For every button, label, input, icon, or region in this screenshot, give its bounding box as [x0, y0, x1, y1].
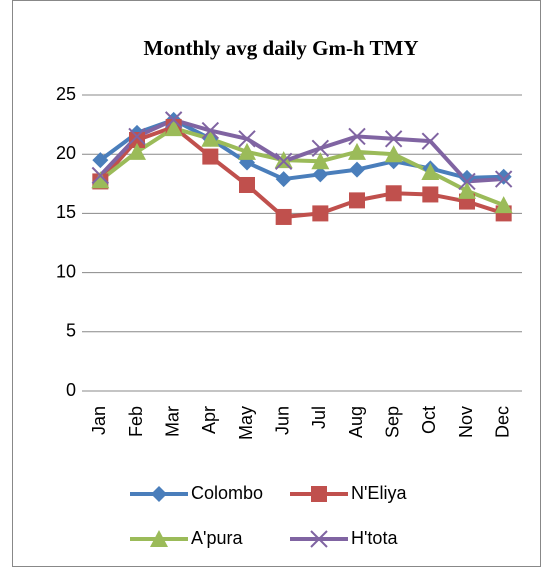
- x-tick-label: Dec: [492, 406, 512, 438]
- y-tick-label: 10: [56, 261, 76, 281]
- marker: [164, 111, 183, 129]
- x-tick-label: Aug: [346, 406, 366, 438]
- legend-label: Colombo: [191, 483, 263, 503]
- marker: [384, 130, 403, 148]
- chart-frame: [12, 0, 541, 567]
- marker: [128, 142, 146, 160]
- marker: [275, 208, 292, 225]
- marker: [128, 127, 146, 146]
- marker: [459, 169, 475, 186]
- marker: [458, 181, 476, 199]
- x-tick-label: Jan: [89, 406, 109, 435]
- legend-label: H'tota: [351, 528, 398, 548]
- legend-marker: [310, 530, 328, 548]
- marker: [92, 152, 109, 169]
- marker: [311, 152, 330, 170]
- marker: [349, 192, 365, 209]
- marker: [238, 142, 256, 160]
- x-tick-label: May: [236, 406, 256, 440]
- marker: [91, 171, 110, 189]
- marker: [239, 176, 255, 193]
- x-tick-label: Jun: [272, 406, 292, 435]
- marker: [494, 170, 513, 188]
- marker: [384, 145, 403, 163]
- y-tick-label: 25: [56, 84, 76, 104]
- x-tick-label: Apr: [199, 406, 219, 434]
- x-tick-label: Nov: [456, 406, 476, 438]
- marker: [421, 132, 440, 150]
- marker: [495, 168, 512, 185]
- x-tick-label: Oct: [419, 406, 439, 434]
- x-tick-label: Jul: [309, 406, 329, 429]
- marker: [129, 131, 145, 148]
- x-tick-label: Feb: [126, 406, 146, 437]
- y-tick-label: 5: [66, 321, 76, 341]
- x-tick-label: Sep: [382, 406, 402, 438]
- legend-marker: [311, 486, 327, 502]
- marker: [274, 152, 293, 171]
- x-tick-label: Mar: [162, 406, 182, 437]
- y-tick-label: 20: [56, 143, 76, 163]
- y-tick-label: 15: [56, 202, 76, 222]
- marker: [348, 142, 366, 160]
- marker: [201, 129, 220, 147]
- marker: [275, 171, 292, 188]
- legend-label: A'pura: [191, 528, 243, 548]
- marker: [349, 161, 365, 178]
- chart-title: Monthly avg daily Gm-h TMY: [144, 36, 419, 60]
- marker: [201, 121, 220, 140]
- marker: [274, 151, 293, 169]
- marker: [348, 127, 366, 146]
- marker: [458, 172, 476, 191]
- marker: [421, 162, 440, 180]
- legend-label: N'Eliya: [351, 483, 407, 503]
- marker: [385, 185, 402, 202]
- y-tick-label: 0: [66, 380, 76, 400]
- marker: [312, 166, 329, 183]
- marker: [422, 186, 439, 203]
- legend-marker: [151, 486, 167, 502]
- marker: [91, 166, 110, 185]
- marker: [164, 119, 183, 137]
- legend-marker: [150, 530, 168, 547]
- marker: [494, 196, 513, 214]
- marker: [238, 130, 256, 148]
- marker: [202, 148, 219, 165]
- marker: [312, 205, 329, 222]
- marker: [311, 139, 330, 157]
